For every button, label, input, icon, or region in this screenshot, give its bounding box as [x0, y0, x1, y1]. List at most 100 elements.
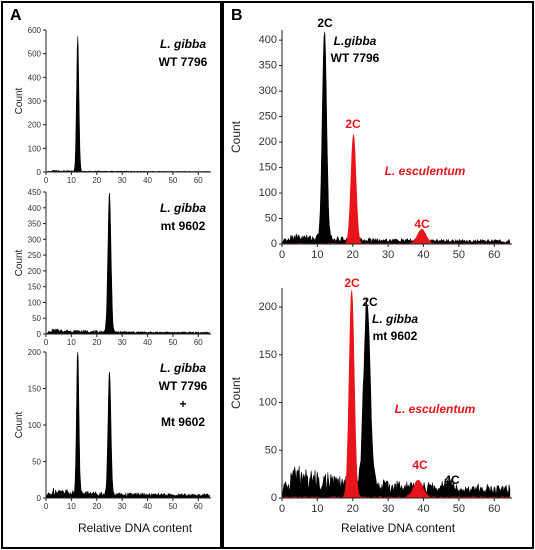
panel-b-xlabel: Relative DNA content	[341, 521, 456, 535]
y-tick-label: 50	[32, 314, 41, 323]
y-axis-title: Count	[229, 120, 243, 153]
annotation-label: 4C	[414, 217, 430, 231]
x-tick-label: 50	[168, 502, 177, 511]
annotation-label: mt 9602	[373, 329, 418, 343]
y-tick-label: 50	[265, 213, 277, 225]
y-tick-label: 400	[259, 34, 277, 46]
y-axis-title: Count	[14, 87, 25, 114]
y-tick-label: 200	[259, 136, 277, 148]
x-tick-label: 40	[417, 503, 429, 515]
y-tick-label: 0	[37, 330, 42, 339]
y-tick-label: 200	[28, 267, 42, 276]
y-axis-title: Count	[14, 249, 25, 276]
x-tick-label: 40	[143, 338, 152, 347]
x-tick-label: 50	[453, 249, 465, 261]
y-tick-label: 100	[259, 187, 277, 199]
x-tick-label: 50	[168, 338, 177, 347]
y-tick-label: 400	[28, 204, 42, 213]
x-tick-label: 50	[168, 176, 177, 185]
y-tick-label: 0	[37, 494, 42, 503]
y-tick-label: 200	[28, 121, 42, 130]
y-tick-label: 100	[28, 298, 42, 307]
annotation-label: WT 7796	[159, 55, 208, 69]
panel-b-frame	[222, 1, 534, 549]
annotation-label: 2C	[362, 295, 378, 309]
y-tick-label: 0	[271, 492, 277, 504]
annotation-label: 4C	[444, 473, 460, 487]
x-tick-label: 10	[311, 503, 323, 515]
y-tick-label: 150	[28, 283, 42, 292]
y-tick-label: 150	[259, 162, 277, 174]
annotation-label: Mt 9602	[161, 415, 205, 429]
annotation-label: WT 7796	[159, 379, 208, 393]
x-tick-label: 40	[417, 249, 429, 261]
y-axis-title: Count	[14, 411, 25, 438]
annotation-label: 2C	[317, 16, 333, 30]
x-tick-label: 10	[67, 502, 76, 511]
panel-a-xlabel: Relative DNA content	[78, 521, 193, 535]
y-tick-label: 0	[271, 238, 277, 250]
series-area-2	[281, 134, 511, 245]
y-tick-label: 400	[28, 73, 42, 82]
x-tick-label: 10	[67, 176, 76, 185]
annotation-label: L. gibba	[160, 361, 206, 375]
x-tick-label: 30	[118, 502, 127, 511]
x-tick-label: 60	[194, 338, 203, 347]
series-area-1	[45, 351, 210, 499]
annotation-label: +	[179, 397, 186, 411]
x-tick-label: 20	[347, 503, 359, 515]
y-tick-label: 250	[28, 251, 42, 260]
y-tick-label: 300	[259, 85, 277, 97]
x-tick-label: 60	[194, 502, 203, 511]
y-tick-label: 50	[32, 458, 41, 467]
series-area-1	[45, 192, 210, 335]
y-tick-label: 150	[259, 349, 277, 361]
x-tick-label: 50	[453, 503, 465, 515]
annotation-label: L. esculentum	[385, 164, 466, 178]
y-axis-title: Count	[229, 376, 243, 409]
x-tick-label: 20	[92, 502, 101, 511]
x-tick-label: 0	[44, 338, 49, 347]
x-tick-label: 20	[92, 176, 101, 185]
annotation-label: L. esculentum	[395, 402, 476, 416]
x-tick-label: 40	[143, 176, 152, 185]
annotation-label: L. gibba	[160, 37, 206, 51]
x-tick-label: 10	[311, 249, 323, 261]
panel-b-letter: B	[231, 7, 243, 24]
y-tick-label: 300	[28, 97, 42, 106]
x-tick-label: 10	[67, 338, 76, 347]
annotation-label: WT 7796	[331, 51, 380, 65]
x-tick-label: 20	[92, 338, 101, 347]
y-tick-label: 150	[28, 385, 42, 394]
x-tick-label: 0	[44, 176, 49, 185]
annotation-label: mt 9602	[161, 219, 206, 233]
x-tick-label: 0	[279, 503, 285, 515]
x-tick-label: 60	[488, 503, 500, 515]
x-tick-label: 0	[279, 249, 285, 261]
y-tick-label: 200	[28, 348, 42, 357]
x-tick-label: 30	[382, 503, 394, 515]
annotation-label: 2C	[345, 117, 361, 131]
x-tick-label: 0	[44, 502, 49, 511]
histogram-a1: 0 10 20 30 40 50 600100200300400500600CountL. …	[14, 26, 211, 185]
histogram-a3: 0 10 20 30 40 50 60 0 50 100 150 200 Count L. gibba WT…	[14, 348, 211, 511]
x-tick-label: 60	[488, 249, 500, 261]
y-tick-label: 500	[28, 50, 42, 59]
panel-a-frame	[1, 1, 222, 549]
x-tick-label: 30	[118, 176, 127, 185]
y-tick-label: 100	[28, 144, 42, 153]
x-tick-label: 60	[194, 176, 203, 185]
y-tick-label: 450	[28, 188, 42, 197]
y-tick-label: 600	[28, 26, 42, 35]
y-tick-label: 100	[259, 397, 277, 409]
y-tick-label: 50	[265, 444, 277, 456]
y-tick-label: 300	[28, 235, 42, 244]
y-tick-label: 350	[28, 220, 42, 229]
annotation-label: 4C	[412, 458, 428, 472]
annotation-label: L. gibba	[160, 201, 206, 215]
series-area-1	[281, 31, 511, 245]
x-tick-label: 40	[143, 502, 152, 511]
panel-a-letter: A	[10, 7, 22, 24]
y-tick-label: 350	[259, 60, 277, 72]
